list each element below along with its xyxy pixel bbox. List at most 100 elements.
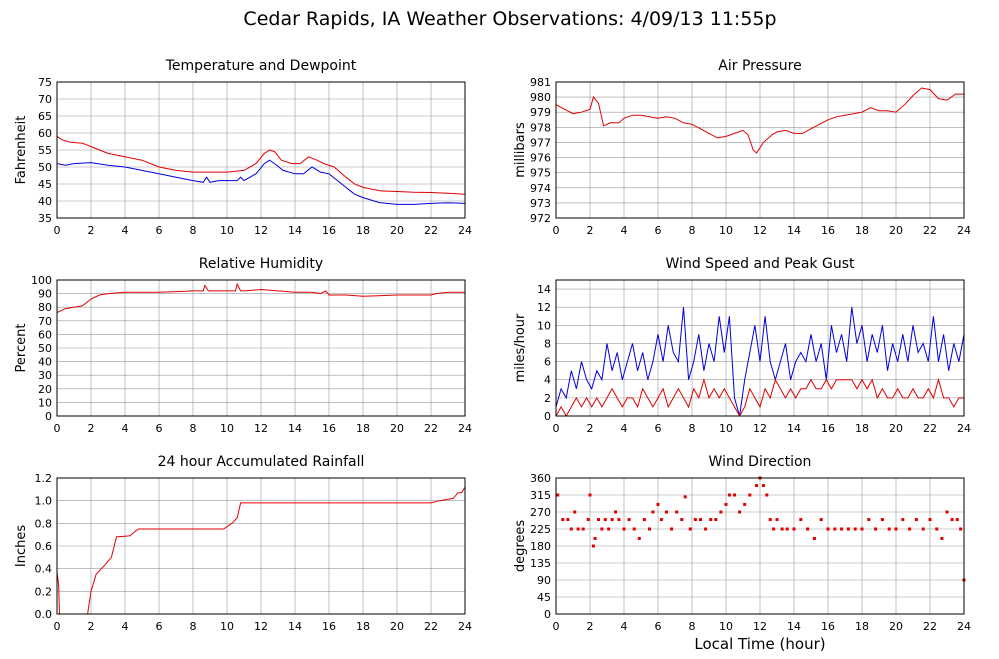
- data-point: [622, 527, 626, 531]
- data-point: [887, 527, 891, 531]
- x-tick-label: 18: [855, 620, 869, 633]
- x-tick-label: 4: [621, 620, 628, 633]
- x-tick-label: 20: [889, 620, 903, 633]
- x-tick-label: 0: [553, 224, 560, 237]
- data-point: [586, 518, 590, 522]
- y-tick-label: 45: [537, 591, 551, 604]
- x-tick-label: 2: [88, 422, 95, 435]
- data-point: [874, 527, 878, 531]
- y-tick-label: 80: [38, 301, 52, 314]
- x-tick-label: 16: [821, 620, 835, 633]
- chart-title: Wind Direction: [709, 454, 812, 470]
- data-point: [833, 527, 837, 531]
- data-point: [738, 510, 742, 514]
- x-tick-label: 10: [220, 224, 234, 237]
- y-tick-label: 90: [537, 574, 551, 587]
- data-point: [597, 518, 600, 522]
- y-tick-label: 360: [530, 472, 551, 485]
- y-tick-label: 90: [38, 288, 52, 301]
- x-tick-label: 22: [923, 422, 937, 435]
- y-tick-label: 315: [530, 489, 551, 502]
- x-tick-label: 24: [957, 620, 971, 633]
- series-line-0: [555, 307, 965, 417]
- y-tick-label: 0.8: [35, 517, 53, 530]
- x-tick-label: 14: [787, 422, 801, 435]
- x-tick-label: 12: [753, 422, 767, 435]
- y-tick-label: 978: [530, 121, 551, 134]
- y-tick-label: 10: [537, 319, 551, 332]
- y-tick-label: 50: [38, 342, 52, 355]
- data-point: [588, 493, 592, 497]
- x-tick-label: 14: [787, 224, 801, 237]
- data-point: [593, 536, 597, 540]
- y-tick-label: 1.0: [35, 495, 53, 508]
- x-tick-label: 20: [889, 224, 903, 237]
- y-tick-label: 6: [544, 356, 551, 369]
- x-tick-label: 8: [689, 620, 696, 633]
- data-point: [714, 518, 718, 522]
- y-tick-label: 0.2: [35, 585, 53, 598]
- y-tick-label: 975: [530, 167, 551, 180]
- plot-frame: [56, 477, 466, 615]
- y-tick-label: 35: [38, 212, 52, 225]
- data-point: [632, 527, 636, 531]
- y-tick-label: 4: [544, 374, 551, 387]
- data-point: [955, 518, 959, 522]
- x-tick-label: 22: [923, 620, 937, 633]
- x-tick-label: 0: [54, 224, 61, 237]
- x-tick-label: 12: [753, 224, 767, 237]
- y-tick-label: 976: [530, 152, 551, 165]
- y-tick-label: 55: [38, 144, 52, 157]
- x-tick-label: 8: [190, 620, 197, 633]
- x-tick-label: 8: [689, 422, 696, 435]
- y-tick-label: 10: [38, 396, 52, 409]
- data-point: [819, 518, 823, 522]
- y-tick-label: 70: [38, 315, 52, 328]
- chart-title: Temperature and Dewpoint: [165, 58, 357, 74]
- plot-frame: [56, 279, 466, 417]
- y-tick-label: 972: [530, 212, 551, 225]
- x-tick-label: 4: [122, 620, 129, 633]
- data-point: [576, 527, 580, 531]
- data-point: [648, 527, 651, 531]
- data-point: [950, 518, 954, 522]
- x-tick-label: 20: [390, 224, 404, 237]
- data-point: [683, 495, 687, 499]
- data-point: [853, 527, 857, 531]
- y-tick-label: 980: [530, 91, 551, 104]
- x-tick-label: 8: [689, 224, 696, 237]
- x-tick-label: 2: [88, 224, 95, 237]
- y-tick-label: 2: [544, 392, 551, 405]
- data-point: [840, 527, 844, 531]
- data-point: [860, 527, 864, 531]
- x-tick-label: 22: [424, 224, 438, 237]
- y-axis-label: miles/hour: [513, 313, 528, 382]
- x-tick-label: 8: [190, 224, 197, 237]
- series-line-1: [56, 159, 466, 205]
- data-point: [743, 502, 747, 506]
- y-tick-label: 40: [38, 195, 52, 208]
- y-tick-label: 14: [537, 283, 551, 296]
- x-tick-label: 10: [719, 620, 733, 633]
- x-tick-label: 20: [390, 422, 404, 435]
- y-tick-label: 0.4: [35, 563, 53, 576]
- y-tick-label: 50: [38, 161, 52, 174]
- data-point: [709, 518, 713, 522]
- data-point: [768, 518, 772, 522]
- y-tick-label: 75: [38, 76, 52, 89]
- x-tick-label: 10: [719, 422, 733, 435]
- series-line-0: [56, 486, 466, 615]
- data-point: [719, 510, 723, 514]
- x-tick-label: 2: [88, 620, 95, 633]
- data-point: [846, 527, 850, 531]
- data-point: [607, 527, 611, 531]
- data-point: [780, 527, 784, 531]
- x-tick-label: 22: [923, 224, 937, 237]
- data-point: [651, 510, 655, 514]
- data-point: [659, 518, 663, 522]
- x-tick-label: 16: [821, 422, 835, 435]
- x-tick-label: 0: [553, 422, 560, 435]
